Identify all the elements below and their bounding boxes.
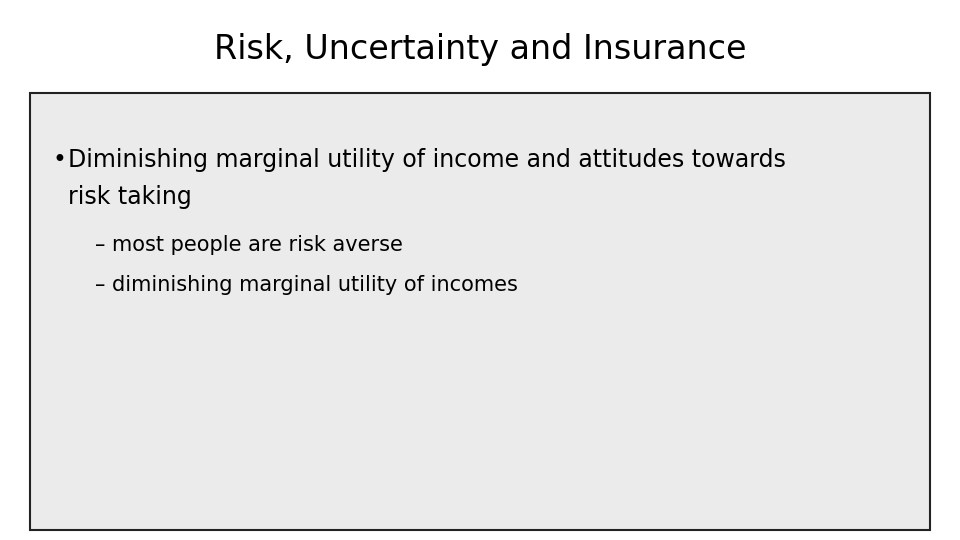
Bar bbox=[30, 93, 930, 530]
Text: •: • bbox=[52, 148, 66, 172]
Text: – most people are risk averse: – most people are risk averse bbox=[95, 235, 403, 255]
Text: Diminishing marginal utility of income and attitudes towards: Diminishing marginal utility of income a… bbox=[68, 148, 786, 172]
Text: risk taking: risk taking bbox=[68, 185, 192, 209]
Text: – diminishing marginal utility of incomes: – diminishing marginal utility of income… bbox=[95, 275, 517, 295]
Text: Risk, Uncertainty and Insurance: Risk, Uncertainty and Insurance bbox=[214, 33, 746, 66]
